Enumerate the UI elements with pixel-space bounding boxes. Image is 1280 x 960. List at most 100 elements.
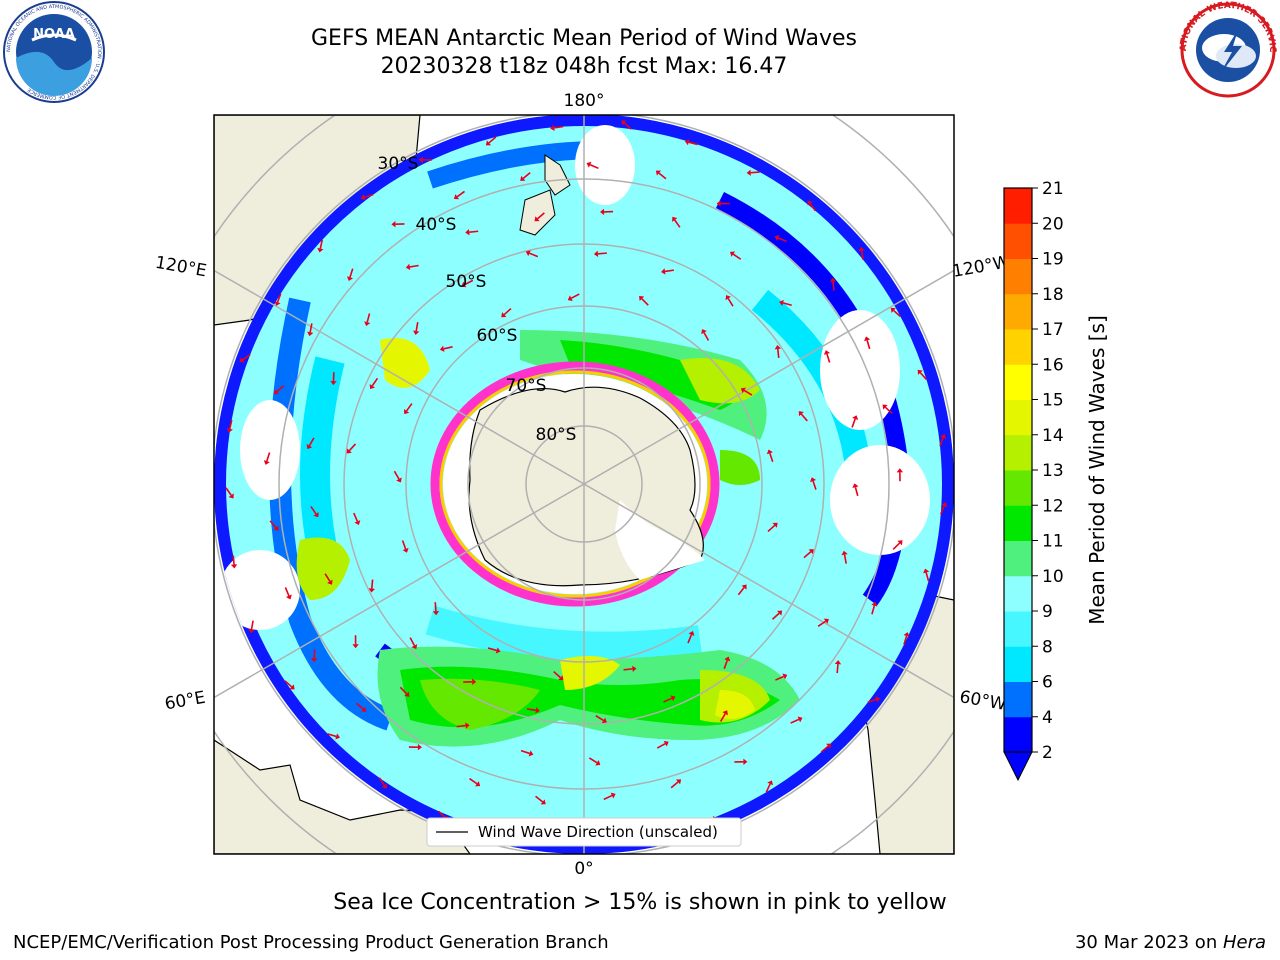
wave-arrow-head <box>313 512 319 518</box>
wave-arrow <box>537 212 545 220</box>
wave-arrow <box>836 664 839 674</box>
wave-arrow <box>832 281 835 291</box>
wave-arrow-head <box>418 156 423 164</box>
noaa-logo-text: NOAA <box>33 27 75 42</box>
colorbar-tick-label: 11 <box>1042 532 1064 552</box>
wave-arrow-head <box>740 387 746 394</box>
colorbar-segment <box>1004 329 1032 365</box>
lat-label-70s: 70°S <box>506 376 547 396</box>
colorbar-title: Mean Period of Wind Waves [s] <box>1085 315 1109 625</box>
wave-arrow-head <box>404 408 410 415</box>
colorbar-segment <box>1004 681 1032 718</box>
wave-arrow <box>782 302 792 307</box>
wave-arrow-head <box>743 758 748 765</box>
wave-arrow <box>399 686 408 695</box>
wave-arrow <box>893 309 901 318</box>
chart-subtitle: 20230328 t18z 048h fcst Max: 16.47 <box>380 54 788 79</box>
wave-arrow <box>349 268 354 278</box>
wave-arrow <box>871 605 876 615</box>
wave-arrow <box>371 377 379 387</box>
lon-label-120e: 120°E <box>154 253 208 282</box>
wave-arrow <box>641 298 649 306</box>
wave-arrow-head <box>701 329 707 335</box>
wave-arrow-head <box>368 588 375 593</box>
wave-arrow <box>553 670 561 679</box>
wave-arrow-head <box>810 477 817 483</box>
wave-arrow-head <box>402 547 409 553</box>
sea-ice-margin <box>430 361 720 607</box>
wave-arrow-head <box>896 468 904 473</box>
colorbar-segment <box>1004 188 1032 224</box>
wave-arrow <box>415 322 419 332</box>
wave-arrow-head <box>610 792 616 799</box>
wave-arrow-head <box>239 357 245 363</box>
colorbar-tick-label: 19 <box>1042 250 1064 270</box>
colorbar-tick-label: 10 <box>1042 567 1064 587</box>
wave-arrow-head <box>729 251 736 257</box>
wave-arrow-head <box>558 675 564 681</box>
wave-arrow <box>364 193 374 199</box>
wave-arrow-head <box>852 483 859 489</box>
wave-arrow <box>743 389 753 396</box>
lat-label-30s: 30°S <box>378 154 419 174</box>
wave-arrow <box>775 675 784 681</box>
wave-arrow <box>355 702 364 710</box>
wave-arrow <box>327 733 337 738</box>
chart-title: GEFS MEAN Antarctic Mean Period of Wind … <box>311 26 857 51</box>
wave-arrow <box>687 634 693 644</box>
wave-arrow-head <box>670 695 676 702</box>
wave-arrow <box>903 635 908 645</box>
wave-arrow-head <box>567 295 573 302</box>
wave-arrow-head <box>829 277 837 283</box>
wave-arrow <box>348 443 357 452</box>
colorbar-segment <box>1004 399 1032 436</box>
wave-arrow <box>469 777 478 785</box>
wave-arrow-head <box>495 647 501 654</box>
wave-arrow-head <box>882 404 888 410</box>
wave-arrow-head <box>472 678 477 686</box>
wave-arrow <box>526 708 536 712</box>
wave-arrow <box>688 141 698 146</box>
wave-arrow <box>503 307 512 316</box>
wave-arrow <box>658 172 667 180</box>
wave-arrow-head <box>746 169 751 176</box>
wave-arrow-head <box>684 139 690 146</box>
wave-arrow <box>401 540 407 550</box>
wave-arrow-head <box>593 250 599 258</box>
wave-arrow <box>456 724 466 728</box>
sea-ice-note: Sea Ice Concentration > 15% is shown in … <box>333 890 947 915</box>
wave-arrow-head <box>808 549 814 555</box>
wave-arrow-head <box>841 550 848 556</box>
wave-direction-arrows <box>225 120 948 845</box>
wave-arrow <box>284 587 290 597</box>
wave-arrow-head <box>782 673 788 680</box>
colorbar: 2 4 6 8 9 10 11 12 13 14 15 16 17 18 19 20 21 <box>1003 179 1064 782</box>
colorbar-tick-label: 12 <box>1042 496 1064 516</box>
wave-arrow <box>319 239 324 249</box>
wave-arrow-head <box>772 522 778 528</box>
wave-arrow <box>589 163 599 170</box>
wave-arrow-head <box>354 520 361 526</box>
wave-arrow <box>769 452 774 463</box>
wave-arrow <box>674 219 681 228</box>
wave-arrow-head <box>688 630 695 636</box>
wave-arrow <box>570 293 580 299</box>
wave-arrow-head <box>417 743 422 751</box>
wave-arrow-head <box>461 281 467 288</box>
wave-arrow <box>488 136 497 144</box>
wave-arrow-head <box>520 175 526 181</box>
wave-arrow-head <box>453 194 460 200</box>
wave-arrow <box>554 125 564 129</box>
wave-arrow <box>719 713 726 722</box>
wave-arrow <box>456 190 465 198</box>
wave-arrow-head <box>310 658 318 663</box>
wave-arrow <box>276 293 282 303</box>
wave-arrow-head <box>875 696 881 703</box>
wave-arrow <box>800 413 808 422</box>
wave-arrow <box>595 715 604 722</box>
wave-arrow <box>434 602 437 612</box>
wave-arrow-head <box>285 594 292 600</box>
wave-arrow <box>228 419 233 429</box>
lat-label-80s: 80°S <box>536 425 577 445</box>
lon-label-180: 180° <box>564 91 605 111</box>
